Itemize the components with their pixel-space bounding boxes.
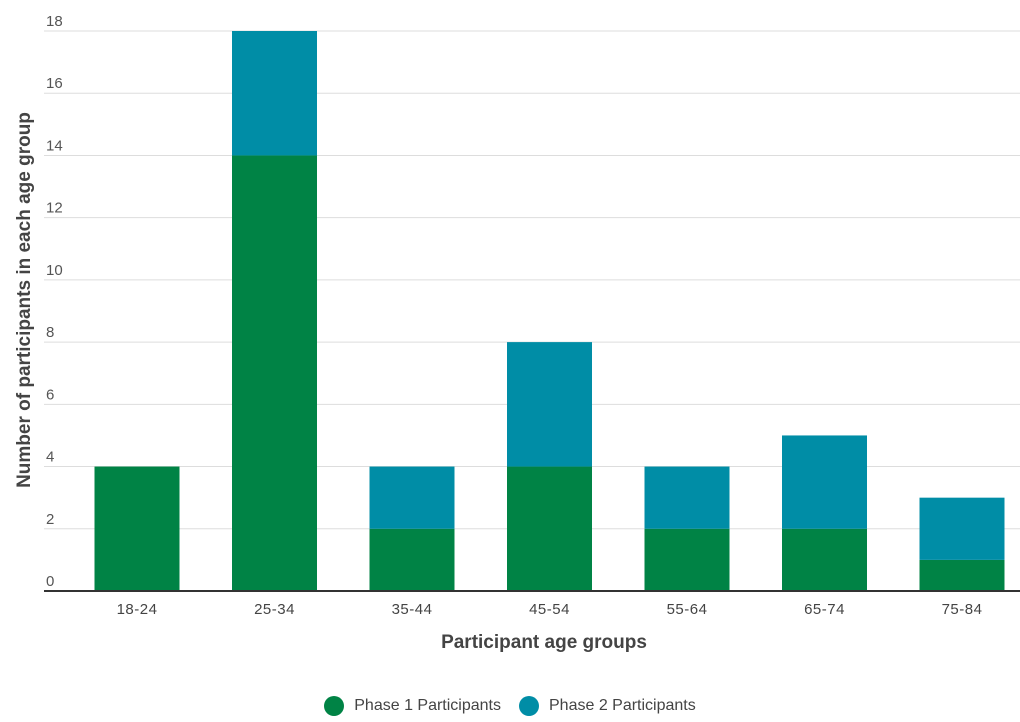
y-axis-title: Number of participants in each age group (14, 112, 35, 488)
bar-segment-phase-1-65-74 (782, 528, 867, 591)
bar-segment-phase-2-65-74 (782, 435, 867, 529)
y-tick-label: 16 (46, 75, 63, 92)
bar-segment-phase-2-75-84 (919, 497, 1005, 560)
stacked-bar-chart: 0 2 4 6 8 10 12 14 16 18 18-24 25-34 35-44 45-54 55-6… (14, 13, 1020, 653)
y-tick-label: 2 (46, 511, 54, 528)
x-axis-ticks: 18-24 25-34 35-44 45-54 55-64 65-74 75-84 (117, 601, 983, 618)
gridlines (44, 30, 1020, 530)
bar-segment-phase-1-18-24 (94, 466, 180, 591)
legend-swatch-phase-1 (324, 696, 345, 716)
x-tick-label: 75-84 (942, 601, 983, 618)
legend-swatch-phase-2 (519, 696, 539, 716)
bar-segment-phase-2-55-64 (644, 466, 730, 529)
y-tick-label: 18 (46, 13, 63, 30)
x-tick-label: 35-44 (392, 601, 433, 618)
bar-segment-phase-2-25-34 (232, 31, 317, 156)
bar-segment-phase-1-45-54 (507, 466, 592, 591)
legend: Phase 1 Participants Phase 2 Participant… (0, 696, 1020, 716)
x-tick-label: 65-74 (804, 601, 845, 618)
bar-segment-phase-1-35-44 (369, 528, 455, 591)
y-axis-ticks: 0 2 4 6 8 10 12 14 16 18 (46, 13, 63, 590)
y-tick-label: 0 (46, 573, 54, 590)
bars (94, 31, 1005, 591)
y-tick-label: 10 (46, 262, 63, 279)
bar-segment-phase-2-35-44 (369, 466, 455, 529)
x-tick-label: 45-54 (529, 601, 570, 618)
x-tick-label: 55-64 (667, 601, 708, 618)
legend-item-phase-2: Phase 2 Participants (519, 696, 696, 716)
bar-segment-phase-1-75-84 (919, 559, 1005, 591)
y-tick-label: 12 (46, 200, 63, 217)
y-tick-label: 8 (46, 324, 54, 341)
x-tick-label: 25-34 (254, 601, 295, 618)
legend-label-phase-1: Phase 1 Participants (354, 697, 501, 714)
x-tick-label: 18-24 (117, 601, 158, 618)
x-axis-title: Participant age groups (441, 632, 647, 653)
y-tick-label: 6 (46, 386, 54, 403)
bar-segment-phase-2-45-54 (507, 342, 592, 467)
bar-segment-phase-1-55-64 (644, 528, 730, 591)
legend-label-phase-2: Phase 2 Participants (549, 697, 696, 714)
bar-segment-phase-1-25-34 (232, 155, 317, 591)
y-tick-label: 4 (46, 449, 54, 466)
legend-item-phase-1: Phase 1 Participants (324, 696, 501, 716)
y-tick-label: 14 (46, 137, 63, 154)
